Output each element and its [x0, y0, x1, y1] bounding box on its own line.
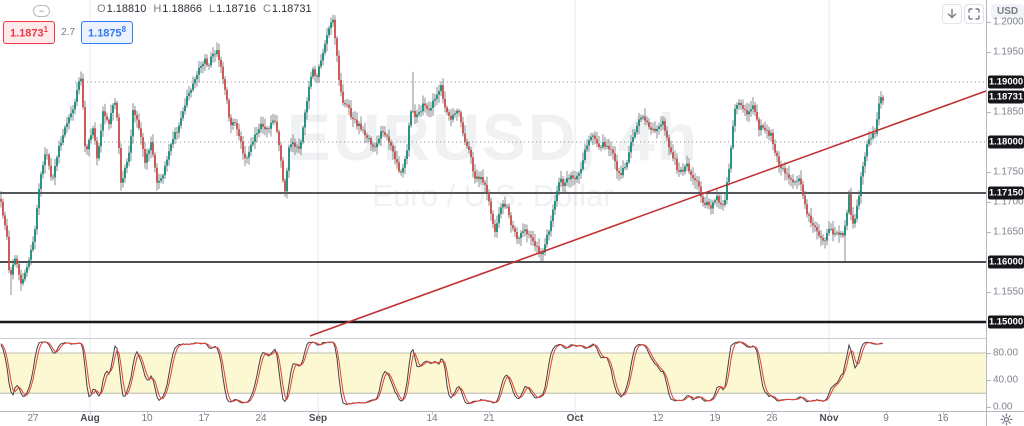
price-flag: 1.15000 — [988, 315, 1024, 329]
time-tick-mark — [886, 412, 887, 415]
stochastic-band — [0, 352, 986, 394]
price-tick-mark — [987, 407, 991, 408]
time-tick-mark — [147, 412, 148, 415]
time-tick-mark — [261, 412, 262, 415]
price-tick-label: 0.00 — [993, 401, 1013, 413]
time-tick-mark — [204, 412, 205, 415]
price-tick-mark — [987, 112, 991, 113]
ascending-trendline[interactable] — [309, 90, 986, 337]
time-tick-mark — [658, 412, 659, 415]
price-flag: 1.16000 — [988, 255, 1024, 269]
price-flag: 1.18731 — [988, 90, 1024, 104]
price-axis-separator — [986, 0, 987, 426]
price-axis[interactable]: USD 1.200001.195001.185001.175001.170001… — [987, 0, 1024, 413]
time-axis[interactable]: 27 Aug 10 17 24 Sep 14 21 Oct 12 19 26 Nov 9 16 — [0, 412, 986, 426]
time-tick-mark — [33, 412, 34, 415]
horizontal-level-lines[interactable] — [0, 81, 986, 324]
time-tick-mark — [715, 412, 716, 415]
high-value: 1.18866 — [162, 3, 203, 15]
high-label: H — [153, 3, 162, 15]
time-label: 16 — [937, 413, 949, 424]
time-label: Nov — [819, 413, 839, 424]
price-tick-label: 1.17000 — [993, 196, 1024, 208]
low-value: 1.18716 — [216, 3, 256, 15]
time-tick-mark — [829, 412, 830, 415]
price-tick-label: 40.00 — [993, 374, 1019, 386]
gear-icon — [1000, 413, 1012, 426]
chart-surface[interactable] — [0, 0, 986, 412]
fullscreen-icon — [968, 8, 980, 20]
time-label: Sep — [308, 413, 328, 424]
time-label: 10 — [141, 413, 153, 424]
price-tick-label: 1.16500 — [993, 226, 1024, 238]
fullscreen-button[interactable] — [964, 4, 984, 24]
price-tick-label: 1.19500 — [993, 46, 1024, 58]
open-value: 1.18810 — [106, 3, 147, 15]
price-tick-mark — [987, 22, 991, 23]
price-flag: 1.18000 — [988, 135, 1024, 149]
legend-collapse-button[interactable]: − — [33, 5, 50, 17]
time-label: 26 — [766, 413, 778, 424]
currency-toggle-button[interactable]: USD — [991, 4, 1024, 19]
price-tick-label: 80.00 — [993, 347, 1019, 359]
time-label: Oct — [566, 413, 584, 424]
month-gridlines — [89, 0, 830, 411]
arrow-down-icon — [947, 8, 957, 19]
candlestick-series — [0, 14, 884, 295]
price-flag: 1.19000 — [988, 75, 1024, 89]
time-tick-mark — [943, 412, 944, 415]
close-value: 1.18731 — [271, 3, 312, 15]
price-tick-mark — [987, 380, 991, 381]
time-tick-mark — [318, 412, 319, 415]
axis-settings-button[interactable] — [996, 413, 1016, 426]
time-label: 12 — [652, 413, 664, 424]
price-tick-label: 1.17500 — [993, 166, 1024, 178]
price-tick-mark — [987, 292, 991, 293]
time-label: 19 — [709, 413, 721, 424]
time-label: 27 — [27, 413, 39, 424]
time-axis-separator — [0, 411, 1024, 412]
time-label: 14 — [426, 413, 438, 424]
sell-price-button[interactable]: 1.18731 — [3, 21, 56, 44]
time-label: 17 — [198, 413, 210, 424]
time-label: 9 — [883, 413, 889, 424]
time-tick-mark — [575, 412, 576, 415]
price-tick-mark — [987, 353, 991, 354]
scroll-down-button[interactable] — [942, 4, 962, 24]
ohlc-legend: O1.18810 H1.18866 L1.18716 C1.18731 — [97, 3, 319, 15]
close-label: C — [262, 3, 271, 15]
spread-value: 2.7 — [61, 26, 76, 38]
time-tick-mark — [772, 412, 773, 415]
price-tick-label: 1.15500 — [993, 286, 1024, 298]
price-flag: 1.17150 — [988, 186, 1024, 200]
time-tick-mark — [489, 412, 490, 415]
price-tick-mark — [987, 232, 991, 233]
price-tick-label: 1.18500 — [993, 106, 1024, 118]
buy-price-button[interactable]: 1.18758 — [81, 21, 134, 44]
price-tick-label: 1.20000 — [993, 16, 1024, 28]
time-tick-mark — [90, 412, 91, 415]
pane-separator[interactable] — [0, 338, 1024, 339]
stochastic-lines — [0, 341, 884, 406]
time-tick-mark — [432, 412, 433, 415]
time-label: 21 — [483, 413, 495, 424]
low-label: L — [209, 3, 216, 15]
open-label: O — [97, 3, 106, 15]
quote-row: 1.18731 2.7 1.18758 — [3, 21, 134, 44]
time-label: Aug — [80, 413, 100, 424]
price-tick-mark — [987, 172, 991, 173]
price-tick-mark — [987, 52, 991, 53]
price-tick-mark — [987, 202, 991, 203]
time-label: 24 — [255, 413, 267, 424]
